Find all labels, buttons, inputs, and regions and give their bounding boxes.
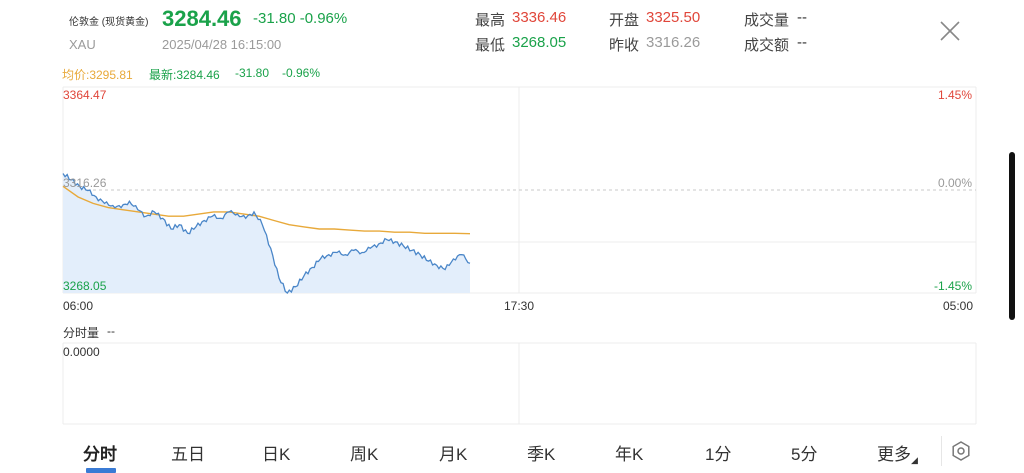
symbol-name: 伦敦金 (现货黄金) (69, 17, 149, 28)
amount-label: 成交额 (744, 37, 790, 54)
x-end-label: 05:00 (943, 299, 974, 313)
tab-monthly-k[interactable]: 月K (439, 445, 468, 464)
price-line (62, 173, 471, 294)
tab-1min[interactable]: 1分 (705, 445, 732, 464)
close-icon (940, 21, 960, 41)
volume-title: 分时量 (63, 326, 100, 340)
average-price-line (62, 185, 471, 235)
prevclose-label: 昨收 (609, 37, 640, 54)
period-tab-bar: 分时 五日 日K 周K 月K 季K 年K 1分 5分 更多◢ (0, 432, 1024, 473)
settings-button[interactable] (950, 440, 972, 462)
prevclose-value: 3316.26 (646, 34, 701, 51)
price-area-fill (63, 173, 470, 293)
volume-axis-label: 0.0000 (63, 345, 100, 359)
dropdown-corner-icon: ◢ (911, 455, 918, 465)
x-mid-label: 17:30 (504, 299, 535, 313)
high-label: 最高 (475, 12, 506, 29)
legend-latest-pct: -0.96% (282, 66, 321, 80)
y-top-label: 3364.47 (63, 88, 107, 102)
open-value: 3325.50 (646, 9, 701, 26)
pct-bottom-label: -1.45% (934, 279, 973, 293)
pct-mid-label: 0.00% (938, 176, 973, 190)
open-label: 开盘 (609, 12, 640, 29)
tab-weekly-k[interactable]: 周K (350, 445, 379, 464)
low-value: 3268.05 (512, 34, 567, 51)
volume-grid (62, 342, 977, 425)
close-button[interactable] (936, 17, 964, 45)
x-start-label: 06:00 (63, 299, 94, 313)
tab-yearly-k[interactable]: 年K (615, 445, 644, 464)
legend-avg: 均价:3295.81 (62, 68, 133, 82)
scrollbar[interactable] (1009, 152, 1015, 320)
tab-5min[interactable]: 5分 (791, 445, 818, 464)
tab-divider (941, 436, 942, 466)
volume-value: -- (797, 9, 807, 26)
tab-daily-k[interactable]: 日K (262, 445, 291, 464)
amount-value: -- (797, 34, 807, 51)
low-label: 最低 (475, 37, 506, 54)
tab-more-label: 更多 (877, 445, 911, 464)
legend-latest-change: -31.80 (235, 66, 270, 80)
last-price: 3284.46 (162, 6, 242, 31)
volume-label: 成交量 (744, 12, 790, 29)
tab-five-day[interactable]: 五日 (171, 445, 205, 464)
pct-top-label: 1.45% (938, 88, 973, 102)
y-bottom-label: 3268.05 (63, 279, 107, 293)
settings-icon (952, 441, 970, 461)
price-change: -31.80 -0.96% (253, 10, 348, 27)
active-tab-indicator (86, 468, 116, 473)
tab-intraday[interactable]: 分时 (83, 445, 117, 464)
symbol-code: XAU (69, 37, 96, 52)
tab-more[interactable]: 更多◢ (877, 440, 918, 466)
intraday-chart[interactable] (0, 0, 1024, 432)
tab-quarterly-k[interactable]: 季K (527, 445, 556, 464)
y-mid-label: 3316.26 (63, 176, 107, 190)
price-datetime: 2025/04/28 16:15:00 (162, 37, 282, 52)
legend-latest: 最新:3284.46 (149, 68, 220, 82)
volume-title-value: -- (107, 324, 115, 338)
high-value: 3336.46 (512, 9, 567, 26)
